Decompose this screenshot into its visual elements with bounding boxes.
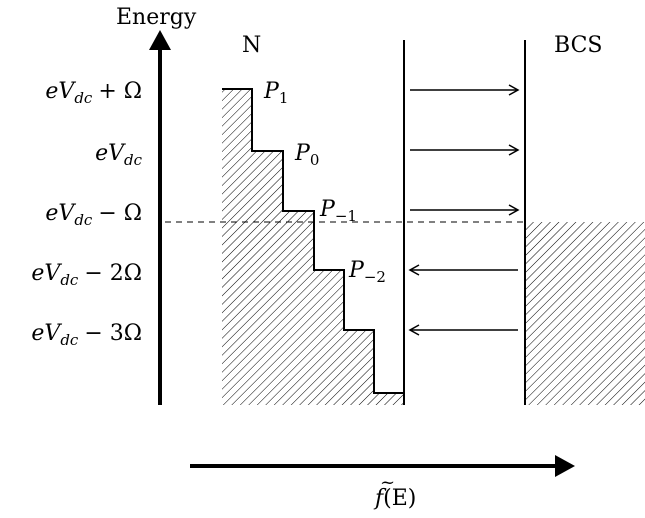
tunneling-arrowhead bbox=[508, 204, 520, 216]
normal-metal-label: N bbox=[242, 33, 261, 58]
tunneling-arrowhead bbox=[508, 84, 520, 96]
energy-level-label: eVdc − 2Ω bbox=[31, 261, 142, 289]
occupation-axis-label: ~ f(E) bbox=[373, 472, 416, 511]
step-labels: P1 P0 P−1 P−2 bbox=[263, 79, 386, 286]
energy-level-labels: eVdc + Ω eVdc eVdc − Ω eVdc − 2Ω eVdc − 3Ω bbox=[31, 79, 142, 349]
energy-level-label: eVdc + Ω bbox=[45, 79, 142, 107]
occupation-axis-arrowhead bbox=[555, 455, 575, 477]
bcs-occupied-region bbox=[525, 222, 645, 405]
bcs-label: BCS bbox=[554, 33, 602, 58]
energy-level-label: eVdc bbox=[95, 141, 143, 169]
normal-metal-staircase-outline bbox=[222, 88, 404, 394]
tunneling-arrowhead bbox=[508, 144, 520, 156]
tunneling-arrowhead bbox=[408, 264, 420, 276]
occupation-axis-label-text: f(E) bbox=[373, 486, 416, 511]
energy-axis-arrowhead bbox=[149, 30, 171, 50]
step-label: P−2 bbox=[348, 258, 386, 286]
step-label: P1 bbox=[263, 79, 288, 107]
tunneling-arrowhead bbox=[408, 324, 420, 336]
step-label: P0 bbox=[294, 141, 319, 169]
energy-axis-label: Energy bbox=[116, 5, 197, 30]
energy-level-label: eVdc − Ω bbox=[45, 201, 142, 229]
energy-level-label: eVdc − 3Ω bbox=[31, 321, 142, 349]
occupation-axis-label-tilde: ~ bbox=[380, 472, 395, 493]
tunneling-arrows bbox=[408, 84, 520, 336]
step-label: P−1 bbox=[319, 197, 357, 225]
